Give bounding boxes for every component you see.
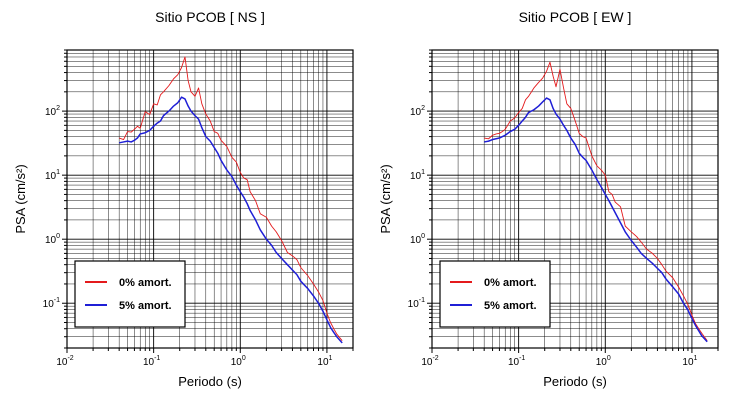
legend-label: 5% amort. [119,300,172,312]
series-line-5pct [119,96,343,344]
plot-frame [431,49,719,349]
legend: 0% amort. 5% amort. [74,260,186,328]
chart-title: Sitio PCOB [ NS ] [155,9,265,25]
x-tick-label: 101 [682,355,697,368]
y-tick-label: 100 [410,233,425,246]
legend: 0% amort. 5% amort. [439,260,551,328]
y-tick-label: 10-1 [408,297,425,310]
x-tick-label: 100 [231,355,246,368]
series-line-0pct [484,61,708,341]
plot-frame [66,49,354,349]
y-tick-label: 10-1 [43,297,60,310]
x-axis-label: Periodo (s) [543,374,607,389]
y-tick-label: 100 [45,233,60,246]
y-tick-label: 101 [45,169,60,182]
y-tick-label: 102 [410,105,425,118]
legend-label: 0% amort. [484,277,537,289]
x-tick-label: 10-2 [421,355,438,368]
y-tick-label: 101 [410,169,425,182]
legend-label: 0% amort. [119,277,172,289]
chart-title: Sitio PCOB [ EW ] [519,9,632,25]
y-tick-label: 102 [45,105,60,118]
series-line-0pct [119,56,343,341]
legend-box [74,260,186,328]
series-line-5pct [484,97,708,343]
chart-ew: Sitio PCOB [ EW ] Periodo (s) PSA (cm/s²… [378,9,719,389]
x-tick-label: 10-2 [56,355,73,368]
chart-ns: Sitio PCOB [ NS ] Periodo (s) PSA (cm/s²… [13,9,354,389]
x-tick-label: 10-1 [143,355,160,368]
x-tick-label: 101 [317,355,332,368]
legend-label: 5% amort. [484,300,537,312]
y-axis-label: PSA (cm/s²) [13,164,28,233]
legend-box [439,260,551,328]
x-tick-label: 10-1 [508,355,525,368]
x-axis-label: Periodo (s) [178,374,242,389]
x-tick-label: 100 [596,355,611,368]
y-axis-label: PSA (cm/s²) [378,164,393,233]
